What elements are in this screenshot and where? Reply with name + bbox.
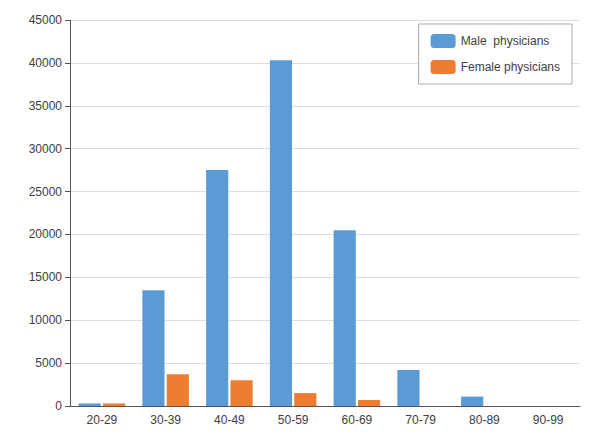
svg-text:15000: 15000: [29, 270, 63, 284]
svg-text:30-39: 30-39: [150, 413, 181, 427]
svg-text:20000: 20000: [29, 227, 63, 241]
svg-text:45000: 45000: [29, 13, 63, 27]
svg-text:70-79: 70-79: [405, 413, 436, 427]
svg-text:0: 0: [55, 399, 62, 413]
svg-text:20-29: 20-29: [87, 413, 118, 427]
svg-text:80-89: 80-89: [469, 413, 500, 427]
svg-text:40-49: 40-49: [214, 413, 245, 427]
svg-text:50-59: 50-59: [278, 413, 309, 427]
svg-text:60-69: 60-69: [342, 413, 373, 427]
svg-text:35000: 35000: [29, 99, 63, 113]
svg-text:5000: 5000: [35, 356, 62, 370]
svg-text:40000: 40000: [29, 56, 63, 70]
svg-text:90-99: 90-99: [533, 413, 564, 427]
svg-text:10000: 10000: [29, 313, 63, 327]
svg-text:Male physicians: Male physicians: [461, 34, 550, 48]
svg-text:25000: 25000: [29, 185, 63, 199]
svg-text:Female physicians: Female physicians: [461, 60, 560, 74]
svg-text:30000: 30000: [29, 142, 63, 156]
